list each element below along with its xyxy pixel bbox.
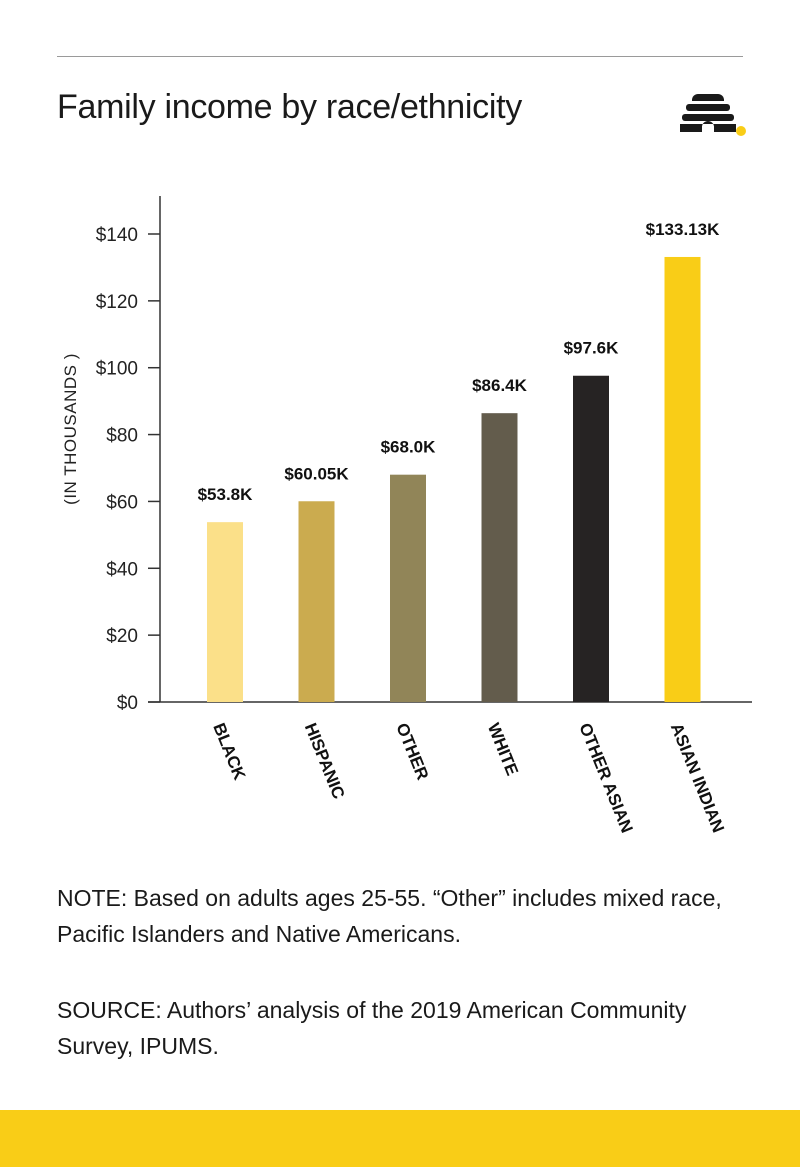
value-label: $53.8K bbox=[198, 485, 254, 504]
value-label: $86.4K bbox=[472, 376, 528, 395]
bar bbox=[664, 256, 701, 702]
page-title: Family income by race/ethnicity bbox=[57, 88, 522, 126]
source-text: SOURCE: Authors’ analysis of the 2019 Am… bbox=[57, 997, 687, 1059]
y-tick-label: $80 bbox=[106, 426, 138, 447]
y-axis-title: (IN THOUSANDS ) bbox=[61, 353, 80, 505]
y-tick-label: $20 bbox=[106, 626, 138, 647]
category-label: OTHER ASIAN bbox=[575, 720, 636, 835]
bar-chart: $0 $20 $40 $60 $80 $100 $120 $140 (IN THOUSANDS … bbox=[61, 196, 752, 836]
category-label: HISPANIC bbox=[301, 720, 349, 801]
value-label: $60.05K bbox=[284, 464, 349, 483]
value-label: $68.0K bbox=[381, 438, 437, 457]
note-text: NOTE: Based on adults ages 25-55. “Other… bbox=[57, 885, 722, 947]
y-tick-label: $60 bbox=[106, 492, 138, 513]
category-label: OTHER bbox=[392, 720, 432, 782]
y-tick-label: $40 bbox=[106, 559, 138, 580]
footer-bar bbox=[0, 1110, 800, 1167]
y-tick-label: $0 bbox=[117, 693, 138, 714]
category-label: ASIAN INDIAN bbox=[667, 720, 728, 835]
value-label: $133.13K bbox=[646, 220, 720, 239]
bar bbox=[390, 474, 426, 702]
bar bbox=[481, 413, 518, 702]
top-rule bbox=[57, 56, 743, 57]
y-tick-label: $100 bbox=[96, 359, 138, 380]
beehive-icon bbox=[680, 94, 746, 136]
category-label: BLACK bbox=[209, 720, 249, 783]
value-label: $97.6K bbox=[564, 339, 620, 358]
y-tick-label: $120 bbox=[96, 292, 138, 313]
category-label: WHITE bbox=[484, 720, 522, 778]
bar bbox=[207, 522, 243, 702]
bar bbox=[573, 375, 609, 702]
bar bbox=[298, 501, 335, 702]
y-tick-label: $140 bbox=[96, 225, 138, 246]
